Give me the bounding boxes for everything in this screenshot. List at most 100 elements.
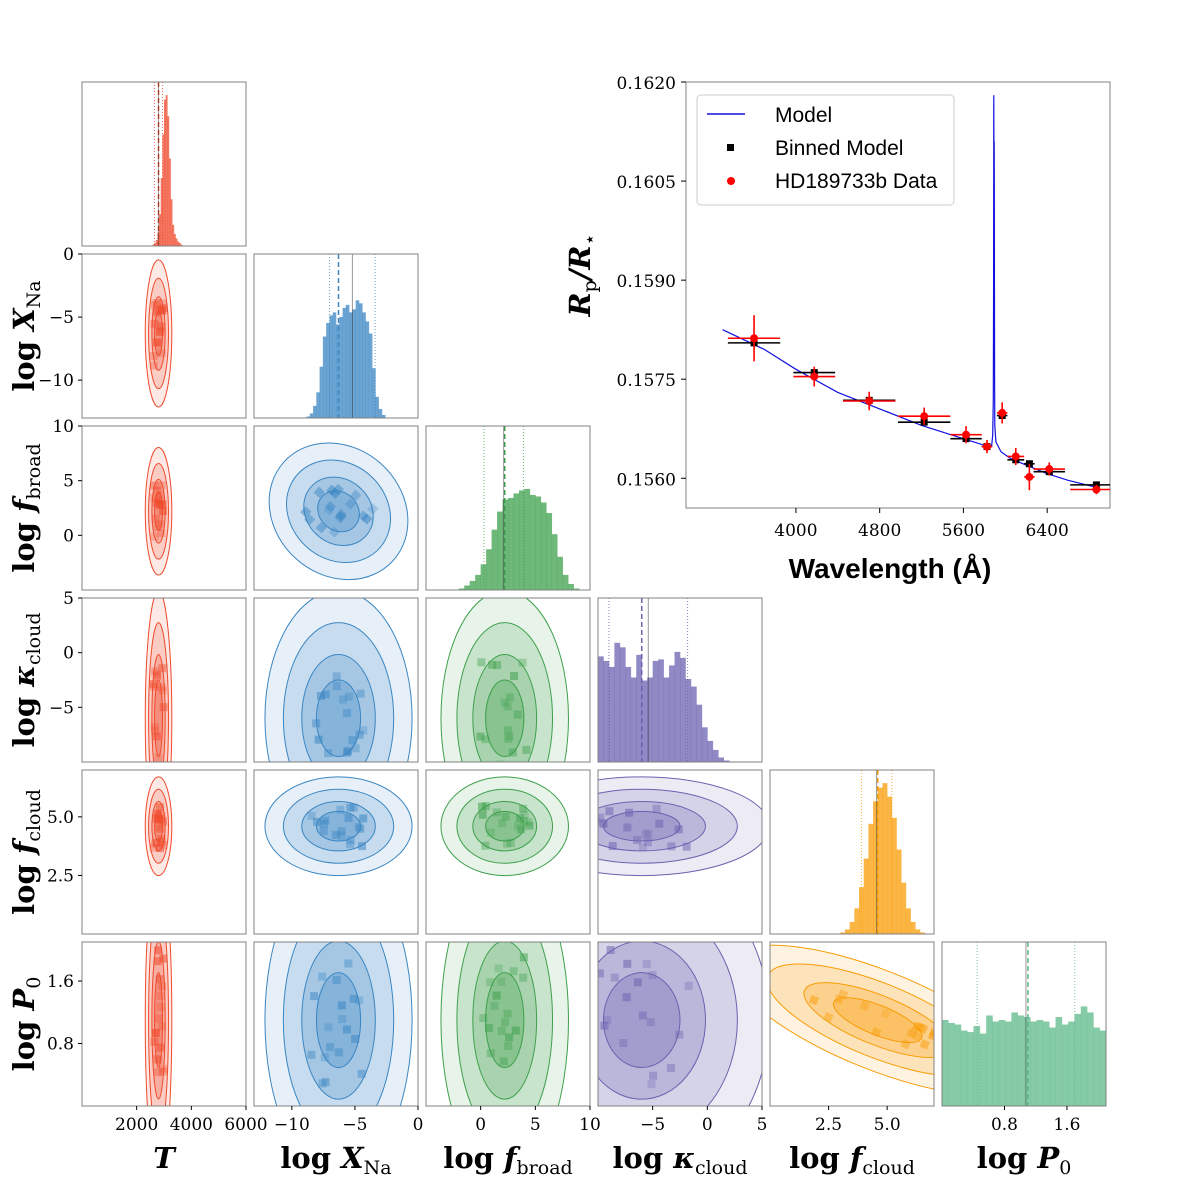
panel-content <box>598 942 762 1106</box>
panel-content <box>306 254 386 418</box>
histogram-bar <box>859 887 865 934</box>
density-cell <box>644 829 653 838</box>
panel-logfcloud-vs-logfcloud <box>769 769 935 935</box>
density-cell <box>516 814 525 823</box>
density-cell <box>477 658 486 667</box>
density-cell <box>338 1015 347 1024</box>
y-axis-label-logP0: log P0 <box>7 977 45 1072</box>
density-contour <box>315 972 362 1069</box>
x-tick-label: 1.6 <box>1053 1115 1080 1135</box>
density-cell <box>324 1023 333 1032</box>
density-cell <box>349 994 358 1003</box>
panel-logP0-vs-logfbroad <box>425 941 591 1107</box>
density-cell <box>503 839 512 848</box>
panel-frame <box>81 253 247 419</box>
density-cell <box>647 1080 656 1089</box>
density-cell <box>478 802 487 811</box>
histogram-bar <box>378 408 383 418</box>
histogram-bar <box>1011 1012 1018 1106</box>
data-point <box>962 430 971 439</box>
y-tick-label: 0 <box>63 526 74 546</box>
density-contour <box>472 654 538 762</box>
histogram-bar <box>1024 1016 1031 1106</box>
spectrum-content <box>722 95 1110 495</box>
panel-content <box>144 259 173 408</box>
density-cell <box>880 1008 892 1020</box>
panel-content <box>598 598 730 762</box>
density-cell <box>633 836 642 845</box>
panel-logfcloud-vs-logfbroad <box>425 769 591 935</box>
density-cell <box>313 486 326 498</box>
density-cell <box>346 803 355 812</box>
panel-content <box>440 598 569 762</box>
density-cell <box>610 973 619 982</box>
density-contour <box>264 942 413 1106</box>
histogram-bar <box>636 654 643 762</box>
density-contour <box>144 776 173 877</box>
density-cell <box>154 1014 163 1023</box>
density-cell <box>598 817 600 826</box>
density-contour <box>770 963 934 1077</box>
density-cell <box>318 972 327 981</box>
density-cell <box>334 511 346 524</box>
histogram-bar <box>1049 1027 1056 1106</box>
histogram-bar <box>557 556 563 590</box>
density-cell <box>149 679 158 688</box>
density-cell <box>155 803 164 812</box>
x-tick-label: 6000 <box>224 1115 267 1135</box>
density-cell <box>156 815 165 824</box>
density-cell <box>149 843 158 852</box>
density-cell <box>307 811 316 820</box>
panel-logfcloud-vs-logXNa <box>253 769 419 935</box>
x-tick-label: 0 <box>702 1115 713 1135</box>
density-contour <box>301 942 376 1100</box>
density-cell <box>520 816 529 825</box>
panel-content <box>144 942 173 1106</box>
panel-logP0-vs-logkcloud <box>597 941 763 1107</box>
density-cell <box>606 945 615 954</box>
spectrum-legend: Model Binned Model HD189733b Data <box>696 94 955 206</box>
density-cell <box>622 993 631 1002</box>
legend-model-label: Model <box>775 104 832 127</box>
x-axis-label-T: T <box>153 1141 177 1175</box>
histogram-bar <box>1080 1006 1088 1106</box>
density-cell <box>357 510 369 522</box>
panel-logP0-vs-logfcloud <box>769 941 935 1107</box>
y-tick-label: 5 <box>63 472 74 492</box>
density-cell <box>684 981 693 990</box>
density-cell <box>625 808 634 817</box>
histogram-bar <box>368 333 373 418</box>
histogram-bar <box>568 583 574 590</box>
density-cell <box>339 695 348 704</box>
density-cell <box>314 735 323 744</box>
density-cell <box>321 816 330 825</box>
density-cell <box>320 819 329 828</box>
density-contour <box>268 442 409 581</box>
panel-logXNa-vs-T <box>81 253 247 419</box>
density-cell <box>638 842 647 851</box>
density-cell <box>492 808 501 817</box>
density-cell <box>479 1014 488 1023</box>
panel-logfcloud-vs-T <box>81 769 247 935</box>
histogram-bar <box>723 760 730 762</box>
density-cell <box>156 328 165 337</box>
histogram-bar <box>326 322 330 418</box>
panel-logfbroad-vs-logfbroad <box>425 425 591 591</box>
density-cell <box>152 498 161 507</box>
legend-binned-label: Binned Model <box>775 137 903 160</box>
histogram-bar <box>1036 1019 1044 1106</box>
panel-content <box>264 776 413 877</box>
histogram-bar <box>329 315 334 418</box>
density-cell <box>157 683 166 692</box>
density-cell <box>486 1049 495 1058</box>
density-cell <box>307 1050 316 1059</box>
histogram-bar <box>942 1019 949 1106</box>
legend-data-swatch <box>727 177 735 185</box>
histogram-bar <box>992 1021 1000 1106</box>
density-cell <box>666 1064 675 1073</box>
density-cell <box>351 744 360 753</box>
density-cell <box>927 1030 934 1041</box>
density-contour <box>154 679 164 758</box>
density-cell <box>367 503 379 515</box>
